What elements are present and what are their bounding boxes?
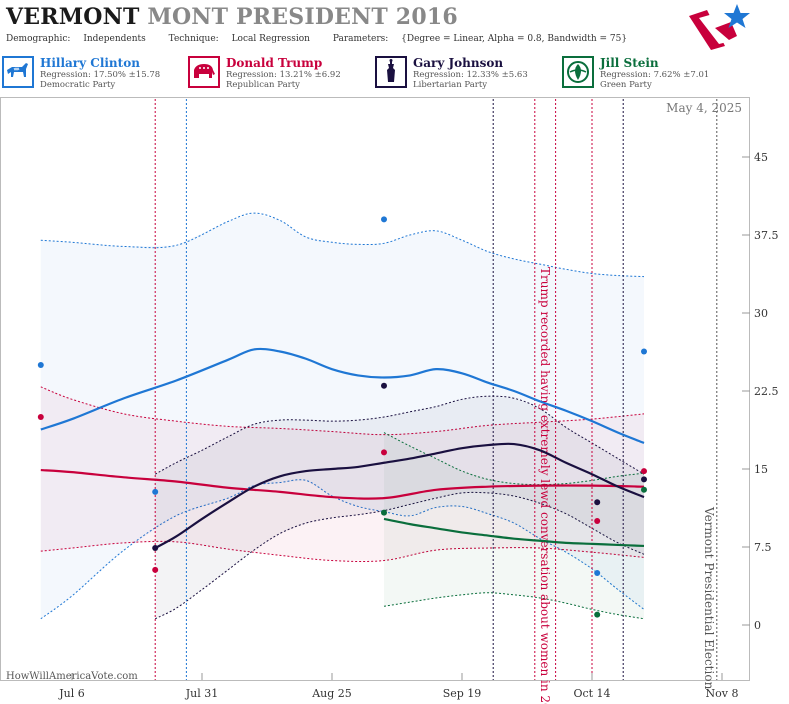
event-lines: Trump recorded having extremely lewd con… xyxy=(154,99,718,704)
x-tick-label: Jul 6 xyxy=(58,687,85,700)
hillary-clinton-poll-point xyxy=(381,216,387,223)
page-title: VERMONT MONT PRESIDENT 2016 xyxy=(6,4,458,30)
candidate-regression: Regression: 17.50% ±15.78 xyxy=(40,70,161,80)
candidate-details: Regression: 13.21% ±6.92 Republican Part… xyxy=(226,70,341,90)
annotation-1: Vermont Presidential Election xyxy=(702,506,716,690)
poll-points xyxy=(37,216,647,618)
y-tick-label: 0 xyxy=(754,619,761,632)
jill-stein-poll-point xyxy=(381,509,387,516)
demographic-label: Demographic: xyxy=(6,34,71,44)
donald-trump-band-fill xyxy=(40,386,645,561)
donald-trump-lower-bound xyxy=(40,540,645,563)
parameters-label: Parameters: xyxy=(332,34,389,44)
jill-stein-poll-point xyxy=(641,486,647,493)
candidate-name: Donald Trump xyxy=(226,56,323,70)
donald-trump-upper-bound xyxy=(40,386,645,436)
gary-johnson-poll-point xyxy=(641,476,647,483)
donald-trump-poll-point xyxy=(641,468,647,475)
gary-johnson-band-fill xyxy=(155,396,644,619)
star-logo-icon xyxy=(689,4,750,50)
donald-trump-poll-point xyxy=(381,449,387,456)
jill-stein-band-fill xyxy=(384,432,644,619)
globe-leaf-icon xyxy=(562,56,594,88)
plot-frame xyxy=(0,97,750,681)
y-tick-label: 7.5 xyxy=(754,541,772,554)
liberty-torch-icon xyxy=(375,56,407,88)
donald-trump-poll-point xyxy=(37,414,44,420)
candidate-name: Jill Stein xyxy=(600,56,659,70)
demographic-info: Demographic: Independents xyxy=(6,34,156,44)
y-tick-label: 37.5 xyxy=(754,229,779,242)
y-tick-label: 15 xyxy=(754,463,768,476)
candidate-card-stein: Jill Stein Regression: 7.62% ±7.01 Green… xyxy=(562,56,742,92)
donald-trump-regression-line xyxy=(40,468,645,500)
y-tick-label: 22.5 xyxy=(754,385,779,398)
jill-stein-poll-point xyxy=(594,611,601,618)
hillary-clinton-regression-line xyxy=(40,347,645,445)
parameters-info: Parameters: {Degree = Linear, Alpha = 0.… xyxy=(333,34,637,44)
donald-trump-poll-point xyxy=(594,518,601,524)
gary-johnson-regression-line xyxy=(154,442,645,550)
x-tick-label: Jul 31 xyxy=(185,687,219,700)
x-tick-label: Oct 14 xyxy=(573,687,610,700)
parameters-line: Demographic: Independents Technique: Loc… xyxy=(6,34,647,44)
x-tick-label: Nov 8 xyxy=(706,687,739,700)
candidate-name: Hillary Clinton xyxy=(40,56,140,70)
y-tick-label: 30 xyxy=(754,307,768,320)
technique-label: Technique: xyxy=(168,34,219,44)
gary-johnson-poll-point xyxy=(381,382,387,389)
candidate-party: Green Party xyxy=(600,80,652,90)
hillary-clinton-band-fill xyxy=(40,213,645,619)
candidate-details: Regression: 12.33% ±5.63 Libertarian Par… xyxy=(413,70,528,90)
confidence-bands xyxy=(40,212,645,620)
jill-stein-lower-bound xyxy=(383,592,645,620)
candidate-regression: Regression: 13.21% ±6.92 xyxy=(226,70,341,80)
regression-chart: Trump recorded having extremely lewd con… xyxy=(0,97,779,704)
x-tick-label: Aug 25 xyxy=(311,687,352,700)
title-state: VERMONT xyxy=(6,4,140,30)
candidate-details: Regression: 7.62% ±7.01 Green Party xyxy=(600,70,709,90)
title-race: MONT PRESIDENT 2016 xyxy=(147,4,458,30)
candidate-name: Gary Johnson xyxy=(413,56,504,70)
candidate-details: Regression: 17.50% ±15.78 Democratic Par… xyxy=(40,70,160,90)
hillary-clinton-poll-point xyxy=(594,570,601,576)
candidate-card-clinton: Hillary Clinton Regression: 17.50% ±15.7… xyxy=(2,56,182,92)
candidate-party: Democratic Party xyxy=(40,80,116,90)
gary-johnson-poll-point xyxy=(594,499,601,506)
technique-info: Technique: Local Regression xyxy=(169,34,320,44)
candidate-party: Republican Party xyxy=(226,80,300,90)
gary-johnson-upper-bound xyxy=(154,395,645,475)
candidate-regression: Regression: 12.33% ±5.63 xyxy=(413,70,528,80)
hillary-clinton-upper-bound xyxy=(40,212,645,278)
parameters-value: {Degree = Linear, Alpha = 0.8, Bandwidth… xyxy=(401,34,628,44)
hillary-clinton-poll-point xyxy=(641,348,647,355)
donald-trump-poll-point xyxy=(152,566,159,573)
candidate-card-trump: Donald Trump Regression: 13.21% ±6.92 Re… xyxy=(188,56,370,92)
regression-lines xyxy=(40,347,645,550)
technique-value: Local Regression xyxy=(231,34,310,44)
y-tick-label: 45 xyxy=(754,151,768,164)
axes: 0 7.5 15 22.5 30 37.5 45 Jul 6 Jul 31 Aug 25 Sep 1… xyxy=(58,151,778,700)
donkey-icon xyxy=(2,56,34,88)
candidate-party: Libertarian Party xyxy=(413,80,488,90)
candidate-card-johnson: Gary Johnson Regression: 12.33% ±5.63 Li… xyxy=(375,56,557,92)
watermark: HowWillAmericaVote.com xyxy=(6,671,138,682)
demographic-value: Independents xyxy=(83,34,146,44)
jill-stein-regression-line xyxy=(383,517,645,548)
elephant-icon xyxy=(188,56,220,88)
date-stamp: May 4, 2025 xyxy=(666,101,742,115)
hillary-clinton-poll-point xyxy=(37,362,44,368)
candidate-regression: Regression: 7.62% ±7.01 xyxy=(600,70,710,80)
gary-johnson-poll-point xyxy=(152,545,159,552)
x-tick-label: Sep 19 xyxy=(443,687,482,700)
hillary-clinton-poll-point xyxy=(152,488,159,495)
